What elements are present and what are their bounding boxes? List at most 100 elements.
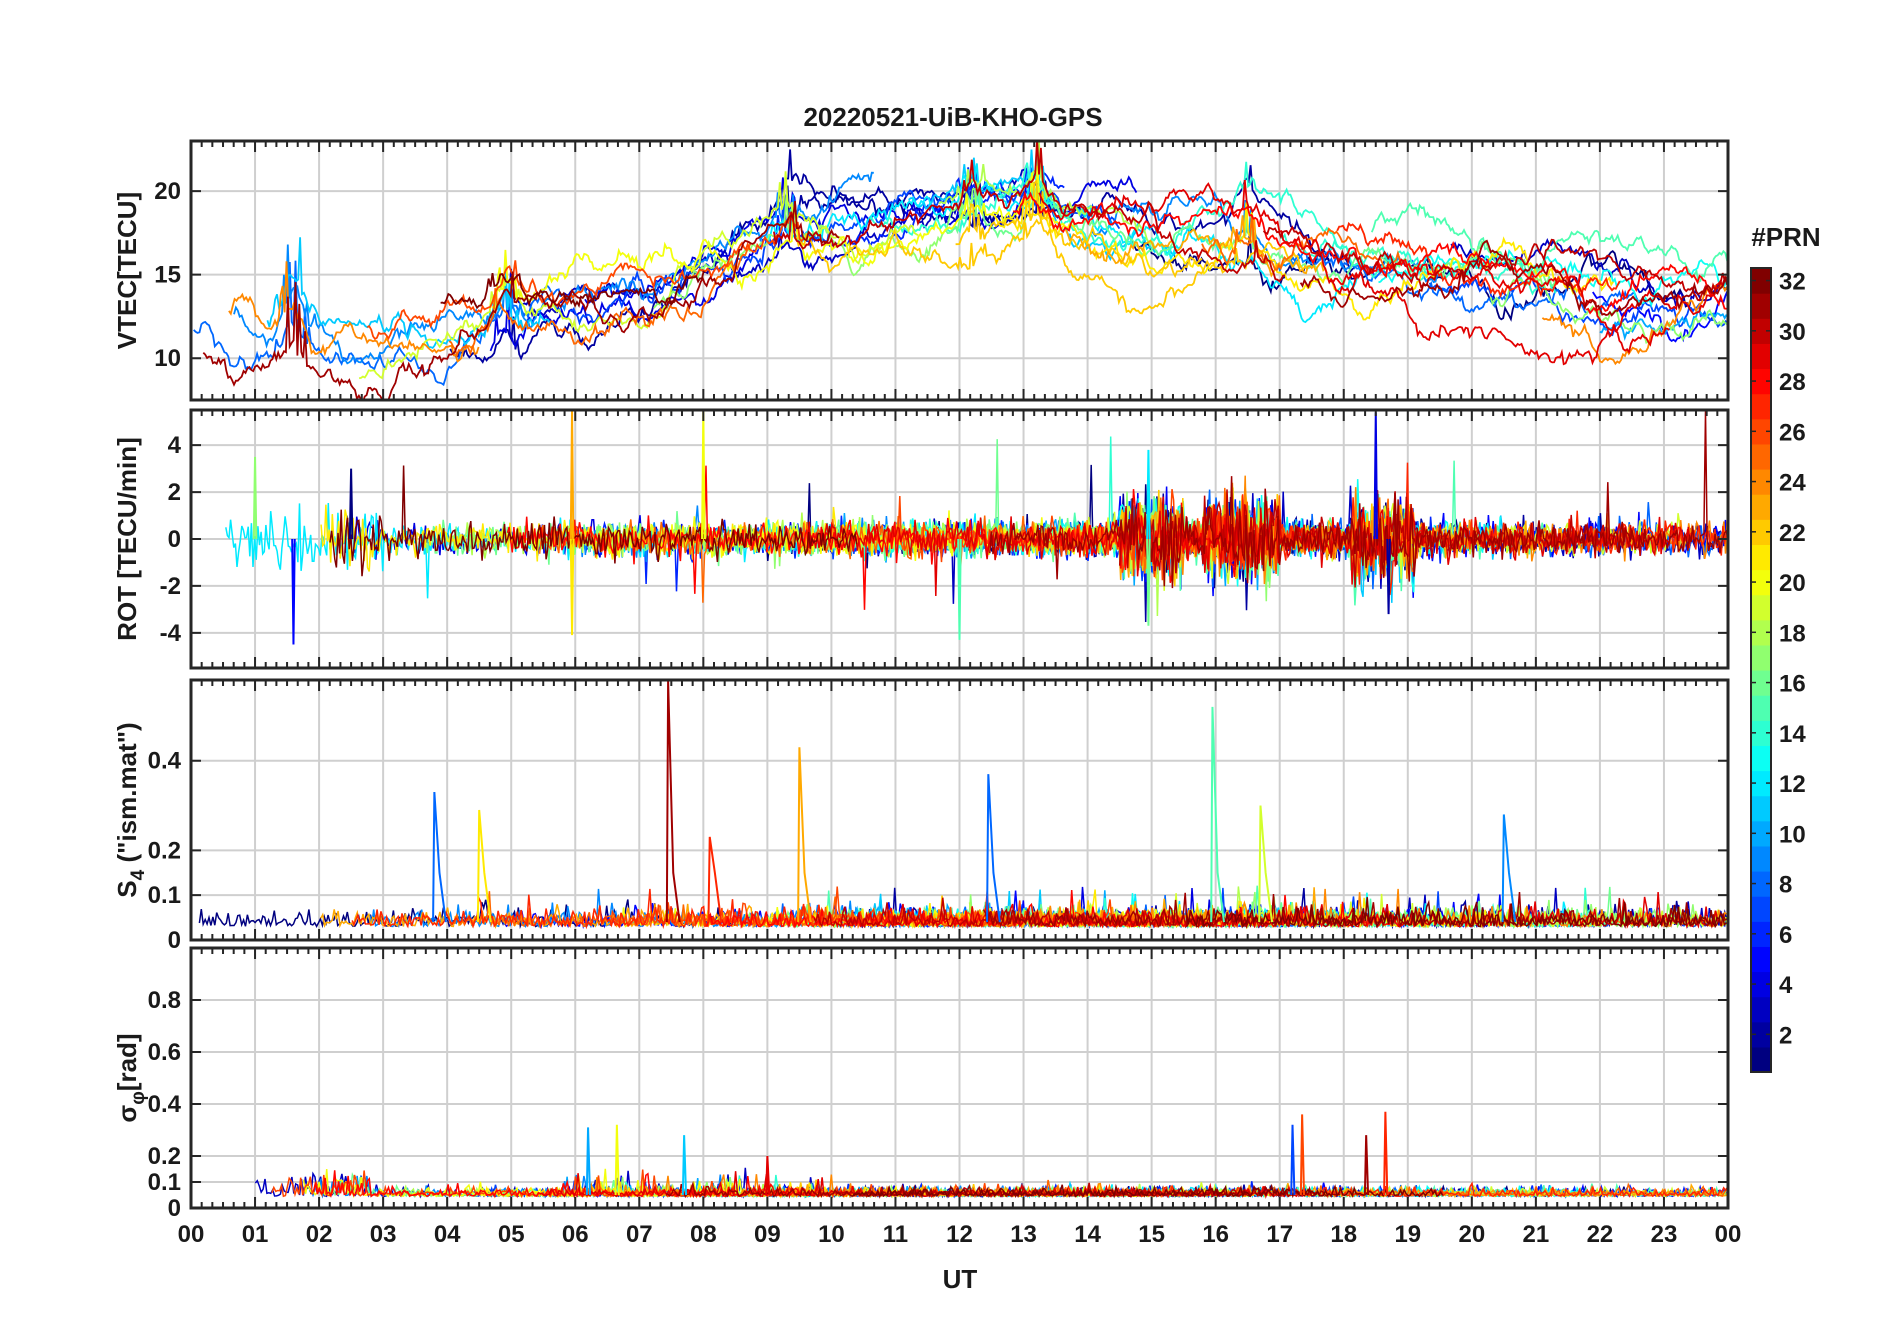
spike-mark — [614, 1124, 620, 1196]
x-tick-label: 02 — [306, 1221, 333, 1248]
colorbar-cell — [1751, 644, 1771, 671]
series-line-prn-22 — [794, 191, 1203, 279]
colorbar-cell — [1751, 820, 1771, 847]
spike-mark — [476, 809, 492, 923]
colorbar-tick-label: 30 — [1779, 319, 1806, 346]
colorbar-cell — [1751, 1046, 1771, 1073]
colorbar-tick-label: 26 — [1779, 419, 1806, 446]
series-line-prn-25 — [1201, 214, 1403, 272]
spike-mark — [1258, 805, 1274, 923]
colorbar-cell — [1751, 268, 1771, 294]
spike-mark — [291, 538, 296, 645]
series-line-prn-27 — [1336, 221, 1621, 299]
series-line-prn-32 — [1185, 897, 1728, 929]
spike-mark — [569, 538, 575, 636]
series-line-prn-30 — [1262, 225, 1728, 302]
colorbar-frame — [1750, 267, 1772, 1073]
spike-mark — [1210, 706, 1225, 923]
colorbar-cell — [1751, 720, 1771, 746]
x-ticks — [190, 410, 1729, 668]
spike-mark — [797, 747, 812, 923]
colorbar-cell — [1751, 443, 1771, 470]
series-line-prn-20 — [491, 165, 1065, 312]
series-line-prn-30 — [773, 141, 1286, 283]
colorbar-cell — [1751, 845, 1771, 872]
y-ticks — [191, 999, 1728, 1209]
colorbar-cell — [1751, 896, 1771, 922]
colorbar-cell — [1751, 343, 1771, 370]
y-tick-label: 0 — [168, 526, 181, 553]
series-line-prn-5 — [1592, 291, 1728, 343]
y-ticks — [191, 190, 1728, 360]
series-line-prn-30 — [1118, 489, 1646, 588]
spike-mark — [986, 774, 1001, 923]
series-line-prn-21 — [990, 197, 1614, 321]
x-tick-label: 15 — [1138, 1221, 1165, 1248]
series-line-prn-29 — [1330, 258, 1727, 334]
colorbar-tick-label: 20 — [1779, 570, 1806, 597]
colorbar-cell — [1751, 871, 1771, 897]
colorbar-cell — [1751, 594, 1771, 621]
series-line-prn-29 — [1038, 179, 1670, 366]
colorbar-tick-label: 32 — [1779, 269, 1806, 296]
y-tick-label: 0.1 — [148, 1169, 181, 1196]
colorbar-cell — [1751, 996, 1771, 1023]
spike-mark — [1290, 1124, 1296, 1196]
colorbar-cell — [1751, 971, 1771, 998]
colorbar-tick-label: 22 — [1779, 520, 1806, 547]
x-tick-label: 05 — [498, 1221, 525, 1248]
y-tick-label: 2 — [168, 479, 181, 506]
x-tick-label: 08 — [690, 1221, 717, 1248]
colorbar-cell — [1751, 494, 1771, 520]
series-line-prn-31 — [989, 410, 1728, 589]
y-axis-label: σφ[rad] — [112, 1033, 149, 1122]
series-line-prn-11 — [266, 237, 555, 349]
spike-mark — [432, 792, 447, 923]
spike-mark — [957, 538, 962, 640]
colorbar-cell — [1751, 318, 1771, 344]
y-tick-label: 0.2 — [148, 837, 181, 864]
x-tick-label: 16 — [1202, 1221, 1229, 1248]
colorbar-tick-label: 24 — [1779, 470, 1806, 497]
x-tick-label: 01 — [242, 1221, 269, 1248]
panel-vtec: 10 15 20 VTEC[TECU] — [112, 139, 1730, 402]
series-line-prn-13 — [1378, 249, 1728, 308]
spike-mark — [707, 836, 723, 923]
x-axis-label: UT — [943, 1264, 978, 1294]
colorbar-tick-label: 12 — [1779, 771, 1806, 798]
colorbar-cell — [1751, 770, 1771, 797]
panel-s4: 0 0.1 0.2 0.4S4 ("ism.mat") — [112, 678, 1730, 954]
x-tick-label: 07 — [626, 1221, 653, 1248]
x-tick-label: 13 — [1010, 1221, 1037, 1248]
series-line-prn-31 — [1299, 239, 1728, 317]
colorbar-label: #PRN — [1751, 222, 1820, 252]
series-line-prn-30 — [813, 897, 1250, 929]
x-tick-label: 23 — [1651, 1221, 1678, 1248]
spike-mark — [1501, 814, 1517, 923]
colorbar-cell — [1751, 469, 1771, 495]
panel-sigphi: 00.10.2 0.4 0.6 0.8 σφ[rad] — [112, 946, 1730, 1222]
spike-mark — [1386, 538, 1391, 615]
series-line-prn-8 — [193, 260, 562, 387]
colorbar-cell — [1751, 418, 1771, 445]
x-ticks — [190, 680, 1729, 940]
colorbar-tick-label: 16 — [1779, 671, 1806, 698]
series-line-prn-31 — [202, 201, 840, 400]
y-tick-label: 10 — [154, 345, 181, 372]
y-tick-label: 0.2 — [148, 1143, 181, 1170]
y-tick-label: 0 — [168, 1195, 181, 1222]
x-tick-label: 14 — [1074, 1221, 1101, 1248]
x-tick-label: 10 — [818, 1221, 845, 1248]
colorbar-tick-label: 4 — [1779, 972, 1793, 999]
y-tick-label: 0.1 — [148, 882, 181, 909]
y-ticks — [191, 444, 1728, 634]
colorbar-cell — [1751, 921, 1771, 947]
x-tick-label: 11 — [883, 1221, 908, 1248]
series-line-prn-14 — [868, 161, 1449, 282]
colorbar-tick-label: 8 — [1779, 872, 1792, 899]
series-line-prn-32 — [329, 465, 858, 577]
x-tick-label: 12 — [946, 1221, 973, 1248]
x-tick-label: 21 — [1523, 1221, 1550, 1248]
spike-mark — [1363, 1135, 1370, 1196]
